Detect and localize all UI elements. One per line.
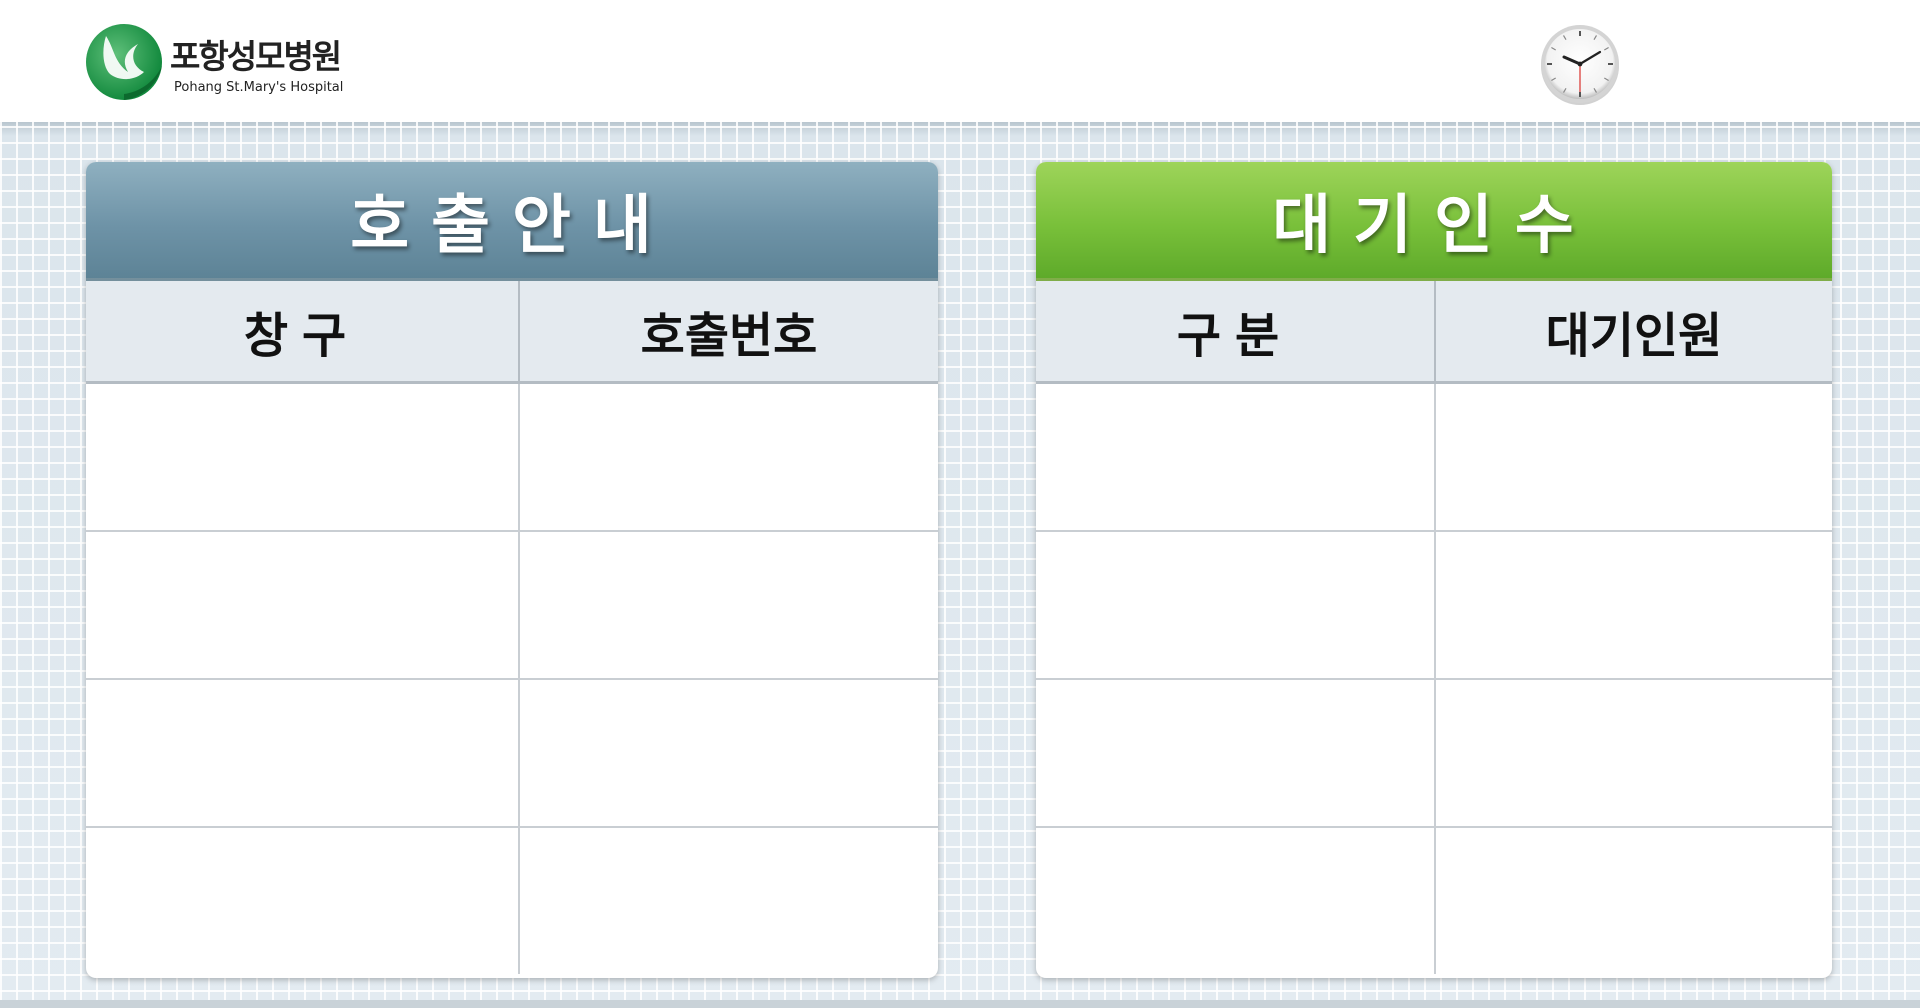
call-info-table: 창구 호출번호 <box>86 281 938 974</box>
call-number-cell <box>519 827 938 974</box>
call-number-cell <box>519 531 938 680</box>
table-row <box>1036 827 1832 974</box>
category-cell <box>1036 382 1436 532</box>
table-row <box>86 679 938 828</box>
call-info-panel: 호출안내 창구 호출번호 <box>86 162 938 978</box>
header: 포항성모병원 Pohang St.Mary's Hospital <box>0 0 1920 122</box>
table-row <box>86 827 938 974</box>
call-number-column-header: 호출번호 <box>519 281 938 384</box>
waiting-people-cell <box>1435 382 1832 532</box>
hospital-name-english: Pohang St.Mary's Hospital <box>174 80 344 95</box>
call-number-cell <box>519 382 938 532</box>
window-cell <box>86 679 520 828</box>
waiting-people-cell <box>1435 531 1832 680</box>
window-cell <box>86 382 520 532</box>
analog-clock-icon <box>1541 25 1619 105</box>
window-cell <box>86 531 520 680</box>
table-row <box>1036 531 1832 680</box>
waiting-count-header-row: 구분 대기인원 <box>1036 281 1832 384</box>
waiting-count-title: 대기인수 <box>1036 162 1832 281</box>
window-cell <box>86 827 520 974</box>
category-cell <box>1036 679 1436 828</box>
window-column-header: 창구 <box>86 281 520 384</box>
table-row <box>86 531 938 680</box>
call-number-cell <box>519 679 938 828</box>
dove-leaf-logo-icon <box>86 24 162 100</box>
waiting-count-panel: 대기인수 구분 대기인원 <box>1036 162 1832 978</box>
table-row <box>86 382 938 532</box>
table-row <box>1036 382 1832 532</box>
waiting-people-column-header: 대기인원 <box>1435 281 1832 384</box>
hospital-name: 포항성모병원 <box>170 37 342 76</box>
waiting-people-cell <box>1435 827 1832 974</box>
waiting-count-table: 구분 대기인원 <box>1036 281 1832 974</box>
hospital-logo: 포항성모병원 Pohang St.Mary's Hospital <box>84 20 344 104</box>
call-info-header-row: 창구 호출번호 <box>86 281 938 384</box>
category-cell <box>1036 531 1436 680</box>
category-column-header: 구분 <box>1036 281 1436 384</box>
waiting-people-cell <box>1435 679 1832 828</box>
call-info-title: 호출안내 <box>86 162 938 281</box>
category-cell <box>1036 827 1436 974</box>
table-row <box>1036 679 1832 828</box>
